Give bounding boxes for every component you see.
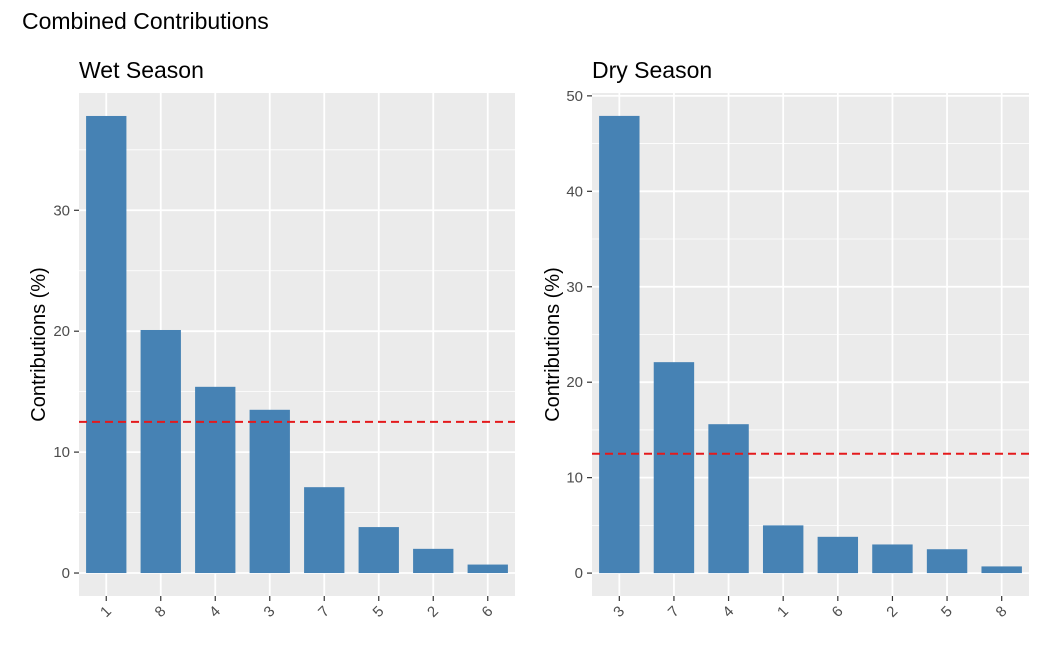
- panel-wet-season: 0 10 20 30 1 8 4 3 7 5 2 6 Wet Season Contributions (…: [28, 57, 515, 621]
- y-tick-label: 10: [566, 470, 583, 487]
- x-tick-label: 4: [719, 603, 737, 621]
- panel-title: Dry Season: [592, 57, 712, 83]
- bar-8: [981, 566, 1022, 574]
- x-tick-label: 1: [774, 603, 792, 621]
- x-tick-label: 3: [261, 603, 279, 621]
- y-tick-label: 30: [53, 202, 70, 219]
- bar-1: [86, 115, 127, 574]
- bar-2: [872, 544, 913, 574]
- bar-4: [708, 424, 749, 574]
- y-tick-label: 10: [53, 444, 70, 461]
- x-tick-label: 6: [479, 603, 497, 621]
- y-tick-label: 0: [575, 565, 583, 582]
- y-tick-label: 20: [53, 323, 70, 340]
- y-tick-label: 50: [566, 88, 583, 105]
- x-tick-label: 3: [610, 603, 628, 621]
- y-tick-label: 20: [566, 374, 583, 391]
- bar-3: [249, 409, 290, 574]
- bar-7: [304, 487, 345, 574]
- y-axis-label: Contributions (%): [542, 267, 564, 422]
- bar-6: [467, 564, 508, 574]
- x-tick-label: 4: [206, 603, 224, 621]
- x-tick-label: 2: [424, 603, 442, 621]
- x-tick-label: 6: [829, 603, 847, 621]
- bar-5: [926, 549, 968, 574]
- bar-6: [817, 536, 859, 574]
- bar-7: [653, 362, 695, 574]
- x-tick-label: 5: [370, 603, 388, 621]
- bar-5: [358, 527, 399, 574]
- y-axis-label: Contributions (%): [28, 267, 50, 422]
- bar-3: [599, 115, 640, 574]
- panel-title: Wet Season: [79, 57, 204, 83]
- y-tick-label: 40: [566, 183, 583, 200]
- x-tick-label: 2: [883, 603, 901, 621]
- bar-4: [195, 386, 236, 574]
- panel-dry-season: 0 10 20 30 40 50 3 7 4 1 6 2 5 8 Dry Season Contributio…: [542, 57, 1029, 621]
- bar-2: [413, 548, 454, 574]
- y-tick-label: 0: [62, 565, 70, 582]
- x-tick-label: 8: [152, 603, 170, 621]
- figure-title: Combined Contributions: [22, 8, 269, 34]
- x-tick-label: 8: [993, 603, 1011, 621]
- bar-8: [140, 329, 181, 574]
- x-tick-label: 7: [665, 603, 683, 621]
- x-tick-label: 7: [315, 603, 333, 621]
- x-tick-label: 5: [938, 603, 956, 621]
- bar-1: [762, 525, 804, 574]
- x-tick-label: 1: [97, 603, 115, 621]
- y-tick-label: 30: [566, 279, 583, 296]
